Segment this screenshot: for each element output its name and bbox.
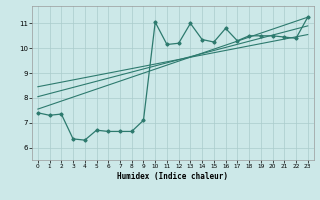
X-axis label: Humidex (Indice chaleur): Humidex (Indice chaleur) bbox=[117, 172, 228, 181]
